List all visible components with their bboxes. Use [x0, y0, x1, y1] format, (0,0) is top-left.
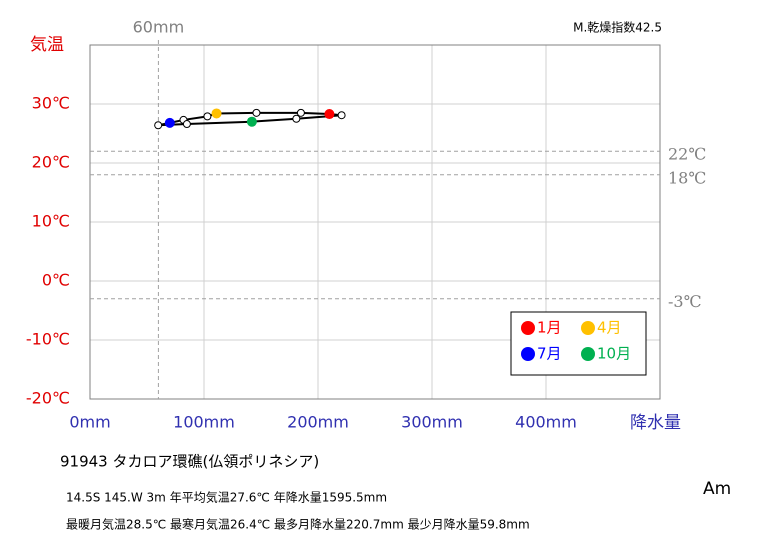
info-line: 14.5S 145.W 3m 年平均気温27.6℃ 年降水量1595.5mm [66, 490, 387, 505]
plot-frame [89, 44, 661, 400]
y-tick-label: -20℃ [26, 389, 70, 408]
reference-label: 22℃ [668, 145, 706, 164]
info-line: 最暖月気温28.5℃ 最寒月気温26.4℃ 最多月降水量220.7mm 最少月降… [66, 517, 530, 532]
x-tick-label: 200mm [287, 413, 349, 432]
month-point [211, 108, 222, 119]
month-point [337, 111, 346, 120]
month-point [164, 117, 175, 128]
month-point [292, 114, 301, 123]
x-tick-label: 300mm [401, 413, 463, 432]
reference-label: 18℃ [668, 168, 706, 187]
climate-class: Am [703, 479, 731, 499]
x-tick-label: 0mm [69, 413, 110, 432]
x-axis-title: 降水量 [630, 413, 681, 433]
y-tick-label: 0℃ [42, 271, 70, 290]
y-tick-label: -10℃ [26, 330, 70, 349]
station-name: 91943 タカロア環礁(仏領ポリネシア) [60, 453, 319, 471]
legend-label: 10月 [597, 345, 631, 363]
legend-label: 1月 [537, 319, 562, 337]
legend-marker [581, 321, 595, 335]
legend-box [510, 311, 647, 376]
month-point [246, 116, 257, 127]
month-point [252, 108, 261, 117]
reference-label: -3℃ [668, 292, 701, 311]
x-tick-label: 100mm [173, 413, 235, 432]
x-tick-label: 400mm [515, 413, 577, 432]
reference-label: 60mm [133, 18, 185, 37]
legend-marker [521, 347, 535, 361]
month-point [182, 120, 191, 129]
y-axis-title: 気温 [30, 35, 64, 55]
legend-label: 7月 [537, 345, 562, 363]
y-tick-label: 30℃ [32, 94, 70, 113]
month-point [154, 121, 163, 130]
legend-marker [581, 347, 595, 361]
month-point [203, 112, 212, 121]
legend-marker [521, 321, 535, 335]
y-tick-label: 20℃ [32, 153, 70, 172]
month-point [324, 109, 335, 120]
y-tick-label: 10℃ [32, 212, 70, 231]
dryness-index: M.乾燥指数42.5 [573, 20, 662, 35]
month-point [296, 108, 305, 117]
legend-label: 4月 [597, 319, 622, 337]
